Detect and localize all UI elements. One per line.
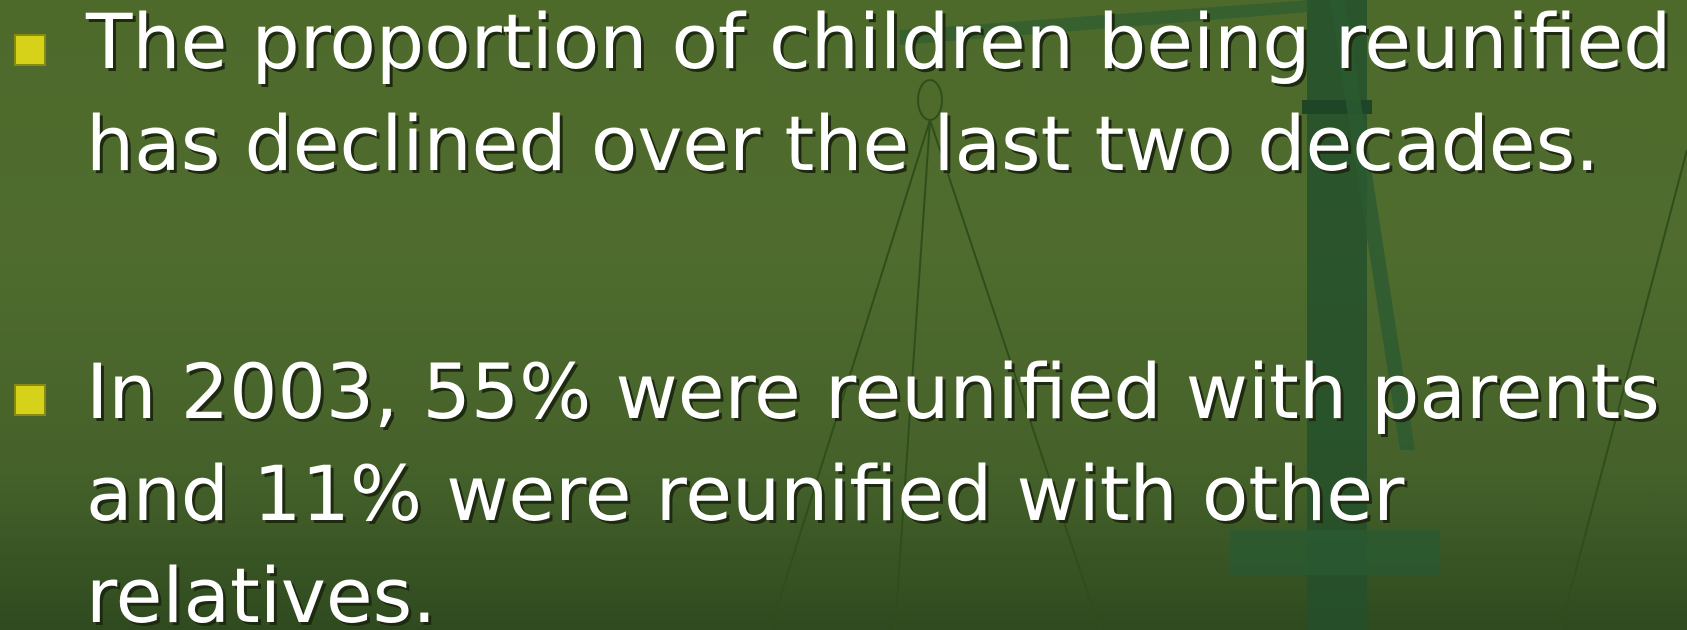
bullet-marker — [14, 384, 46, 416]
bullet-text: and 11% were reunified with other — [86, 444, 1404, 544]
bullet-text: relatives. — [86, 546, 436, 630]
bullet-text: In 2003, 55% were reunified with parents — [86, 342, 1660, 442]
bullet-text: The proportion of children being reunifi… — [86, 0, 1671, 92]
slide: The proportion of children being reunifi… — [0, 0, 1687, 630]
bullet-marker — [14, 34, 46, 66]
bullet-text: has declined over the last two decades. — [86, 94, 1599, 194]
